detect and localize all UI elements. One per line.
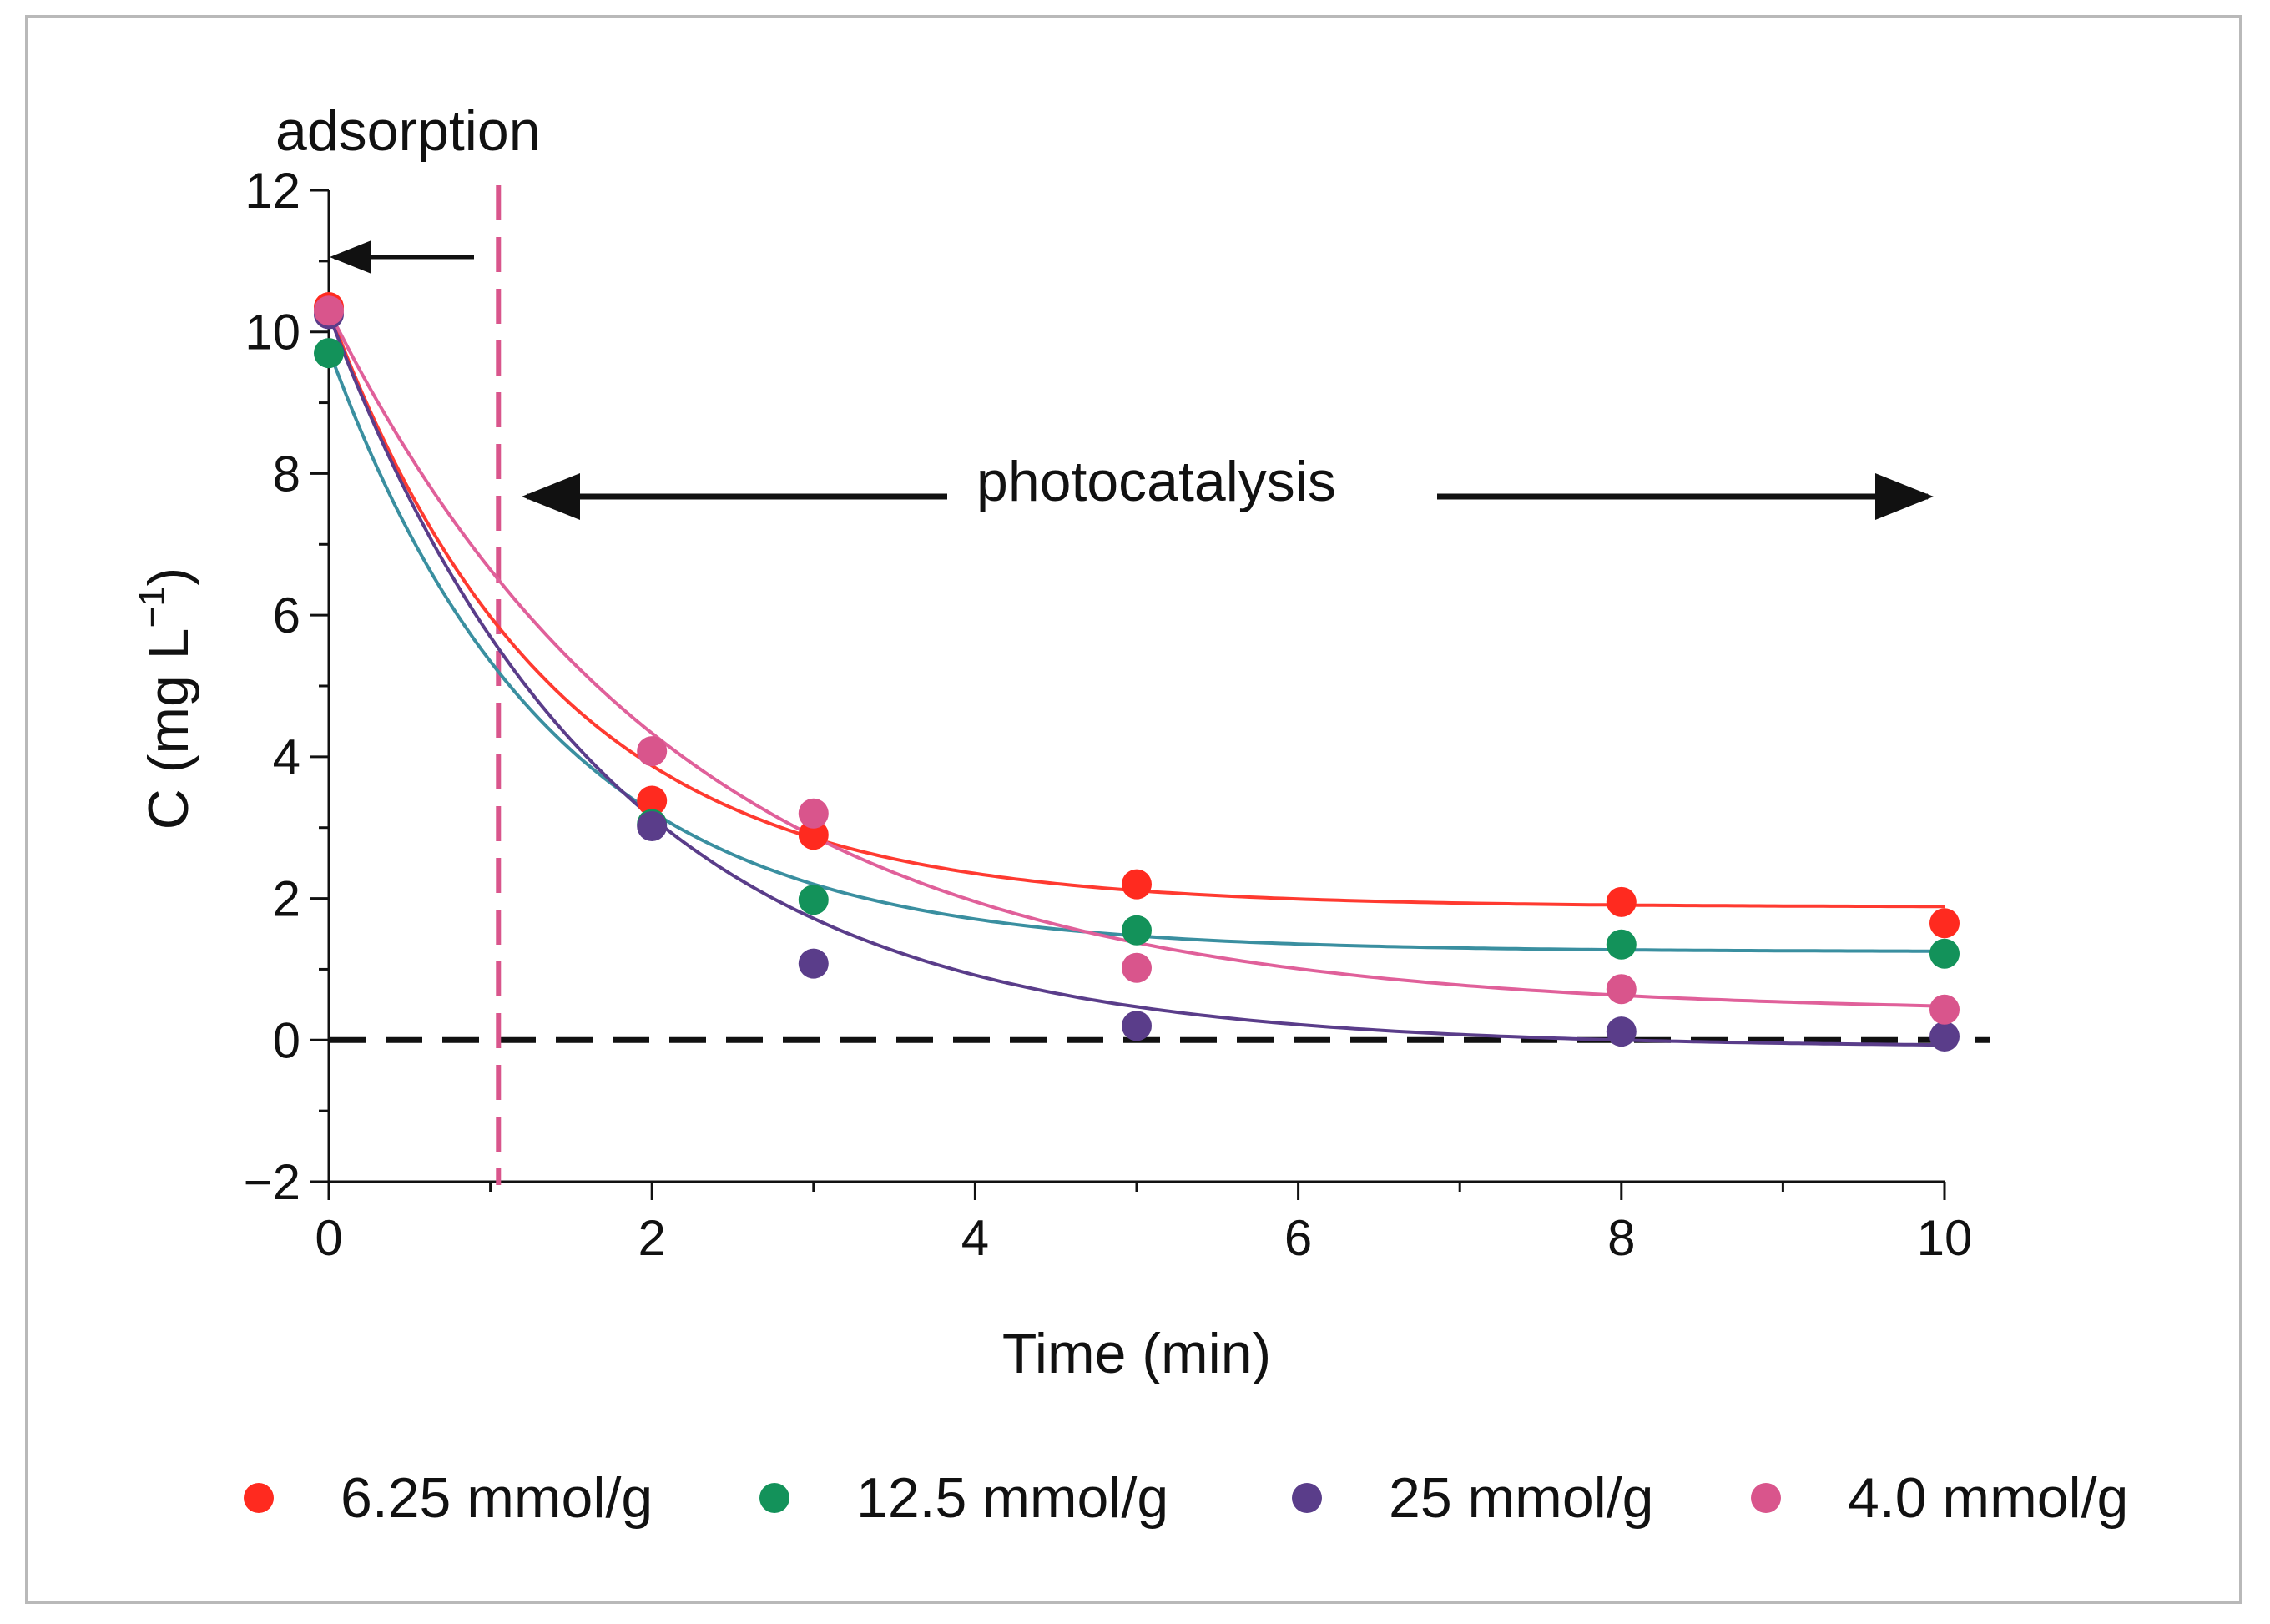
data-point	[314, 338, 344, 369]
legend-label: 12.5 mmol/g	[856, 1466, 1168, 1530]
data-point	[637, 785, 668, 816]
y-axis-title-close: )	[137, 567, 200, 587]
y-tick-label: −2	[244, 1154, 300, 1210]
data-point	[1930, 1021, 1960, 1052]
legend-marker	[759, 1483, 789, 1513]
data-point	[1122, 952, 1152, 983]
y-tick-label: 0	[273, 1012, 300, 1068]
legend: 6.25 mmol/g 12.5 mmol/g 25 mmol/g 4.0 mmol/…	[244, 1466, 2128, 1530]
x-tick-label: 0	[315, 1210, 342, 1266]
y-tick-label: 4	[273, 729, 300, 785]
x-tick-label: 10	[1917, 1210, 1973, 1266]
fit-curve	[327, 313, 1945, 1047]
x-tick-label: 8	[1607, 1210, 1635, 1266]
data-point	[1606, 1016, 1637, 1047]
y-tick-label: 2	[273, 871, 300, 927]
legend-marker	[1292, 1483, 1322, 1513]
legend-marker	[1751, 1483, 1781, 1513]
adsorption-label: adsorption	[275, 99, 541, 163]
y-axis-title: C (mg L−1)	[132, 567, 200, 830]
y-axis-title-main: C (mg L	[137, 628, 200, 830]
data-point	[1930, 938, 1960, 969]
data-point	[637, 736, 668, 767]
photocatalysis-label: photocatalysis	[976, 450, 1336, 513]
data-point	[798, 948, 829, 979]
x-tick-label: 2	[638, 1210, 666, 1266]
data-point	[1122, 1011, 1152, 1041]
y-tick-label: 8	[273, 446, 300, 502]
data-point	[798, 885, 829, 915]
fit-curve	[327, 349, 1945, 953]
fit-curve	[327, 310, 1945, 1008]
x-tick-label: 4	[961, 1210, 989, 1266]
fit-curve	[327, 310, 1945, 909]
data-point	[1606, 974, 1637, 1005]
data-points	[314, 292, 1960, 1052]
legend-label: 4.0 mmol/g	[1848, 1466, 2128, 1530]
annotations: adsorption photocatalysis	[275, 99, 1934, 520]
data-point	[1606, 929, 1637, 960]
data-point	[1606, 886, 1637, 917]
legend-label: 25 mmol/g	[1389, 1466, 1653, 1530]
axes-group: 0 2 4 6 8 10 −2 0 2 4 6 8 10 12 Time (min) C (mg L−1)	[132, 163, 1972, 1385]
reference-lines	[329, 185, 1990, 1185]
y-axis-title-sup: −1	[132, 586, 173, 628]
data-point	[798, 798, 829, 829]
y-tick-label: 6	[273, 588, 300, 643]
data-point	[1930, 994, 1960, 1025]
data-point	[637, 811, 668, 842]
data-point	[314, 295, 344, 326]
data-point	[1122, 869, 1152, 900]
data-point	[798, 820, 829, 850]
legend-marker	[244, 1483, 274, 1513]
data-point	[1122, 915, 1152, 946]
data-point	[1930, 908, 1960, 939]
y-tick-label: 10	[245, 305, 300, 361]
legend-label: 6.25 mmol/g	[340, 1466, 653, 1530]
y-tick-label: 12	[245, 163, 300, 219]
x-axis-title: Time (min)	[1002, 1322, 1271, 1385]
figure-frame	[25, 15, 2242, 1604]
x-tick-label: 6	[1284, 1210, 1312, 1266]
